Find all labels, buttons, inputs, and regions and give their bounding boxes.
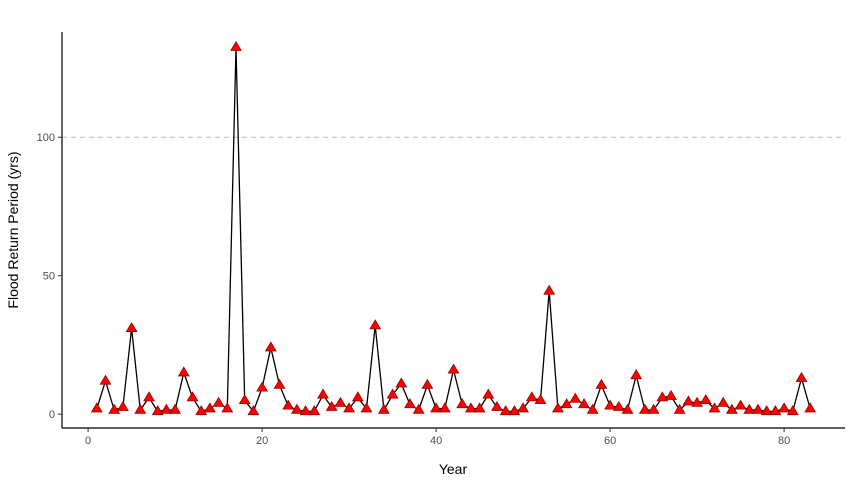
data-point-marker xyxy=(343,402,356,413)
data-point-marker xyxy=(560,398,573,409)
data-point-marker xyxy=(212,396,225,407)
data-point-marker xyxy=(264,341,277,352)
data-point-marker xyxy=(438,402,451,413)
data-point-marker xyxy=(238,394,251,405)
data-point-marker xyxy=(299,405,312,416)
data-point-marker xyxy=(308,405,321,416)
x-tick-label: 60 xyxy=(604,435,616,447)
data-point-marker xyxy=(404,398,416,409)
data-point-marker xyxy=(421,378,434,389)
data-point-marker xyxy=(195,405,208,416)
data-point-marker xyxy=(203,402,216,413)
data-point-marker xyxy=(691,396,704,407)
data-point-marker xyxy=(699,394,712,405)
data-point-marker xyxy=(612,400,625,411)
data-point-marker xyxy=(369,319,382,330)
data-point-marker xyxy=(256,381,269,392)
data-point-marker xyxy=(247,405,260,416)
data-point-marker xyxy=(134,403,147,414)
data-point-marker xyxy=(412,403,425,414)
data-point-marker xyxy=(708,402,721,413)
data-point-marker xyxy=(534,394,547,405)
data-point-marker xyxy=(778,402,791,413)
data-point-marker xyxy=(273,378,286,389)
data-point-marker xyxy=(464,402,477,413)
data-point-marker xyxy=(221,402,234,413)
data-point-marker xyxy=(482,388,495,399)
data-point-marker xyxy=(169,403,182,414)
data-point-marker xyxy=(386,388,399,399)
data-point-marker xyxy=(491,400,503,411)
data-point-marker xyxy=(604,399,617,410)
data-point-marker xyxy=(160,403,173,414)
data-point-marker xyxy=(551,402,564,413)
data-point-marker xyxy=(734,399,747,410)
x-tick-label: 80 xyxy=(778,435,790,447)
y-tick-label: 50 xyxy=(43,271,55,283)
data-point-marker xyxy=(108,403,121,414)
x-tick-label: 40 xyxy=(430,435,442,447)
data-point-marker xyxy=(360,402,373,413)
y-tick-label: 100 xyxy=(37,132,55,144)
data-point-marker xyxy=(760,405,773,416)
data-point-marker xyxy=(525,391,538,402)
data-point-marker xyxy=(290,403,303,414)
data-point-marker xyxy=(508,405,521,416)
data-point-marker xyxy=(99,374,112,385)
data-point-marker xyxy=(682,395,695,406)
data-point-marker xyxy=(725,403,738,414)
data-point-marker xyxy=(456,398,469,409)
data-point-marker xyxy=(769,405,782,416)
data-point-marker xyxy=(647,403,660,414)
data-point-marker xyxy=(717,396,730,407)
data-point-marker xyxy=(317,388,329,399)
x-tick-label: 20 xyxy=(256,435,268,447)
data-point-marker xyxy=(786,405,799,416)
data-point-marker xyxy=(351,391,364,402)
x-axis-title: Year xyxy=(439,461,468,477)
tick-layer: 0 20 40 60 80 0 50 100 xyxy=(37,132,791,447)
data-point-marker xyxy=(230,40,242,51)
axes xyxy=(61,32,845,429)
data-point-marker xyxy=(499,405,512,416)
data-point-marker xyxy=(638,403,651,414)
data-point-marker xyxy=(543,284,556,295)
data-point-marker xyxy=(143,391,155,402)
x-tick-label: 0 xyxy=(85,435,91,447)
data-point-marker xyxy=(177,366,190,377)
data-point-marker xyxy=(569,392,582,403)
data-point-marker xyxy=(430,402,443,413)
data-point-marker xyxy=(595,378,608,389)
data-point-marker xyxy=(673,403,686,414)
series-line-layer xyxy=(96,46,811,413)
y-axis-title: Flood Return Period (yrs) xyxy=(5,151,21,308)
data-point-marker xyxy=(517,402,530,413)
data-point-marker xyxy=(90,402,103,413)
data-point-marker xyxy=(621,403,634,414)
data-point-marker xyxy=(665,389,677,400)
data-point-marker xyxy=(282,399,295,410)
data-point-marker xyxy=(116,400,129,411)
series-line xyxy=(96,46,811,413)
data-point-marker xyxy=(151,405,164,416)
data-point-marker xyxy=(752,403,764,414)
data-point-marker xyxy=(377,403,390,414)
data-point-marker xyxy=(325,400,338,411)
data-point-marker xyxy=(743,403,756,414)
data-point-marker xyxy=(334,396,347,407)
data-point-marker xyxy=(630,369,643,380)
y-tick-label: 0 xyxy=(49,409,55,421)
data-point-marker xyxy=(578,398,590,409)
data-point-marker xyxy=(586,403,599,414)
marker-layer xyxy=(90,40,817,416)
data-point-marker xyxy=(447,363,460,374)
data-point-marker xyxy=(125,322,138,333)
data-point-marker xyxy=(656,391,669,402)
data-point-marker xyxy=(804,402,817,413)
data-point-marker xyxy=(186,391,199,402)
data-point-marker xyxy=(473,402,486,413)
data-point-marker xyxy=(395,377,408,388)
data-point-marker xyxy=(795,371,808,382)
